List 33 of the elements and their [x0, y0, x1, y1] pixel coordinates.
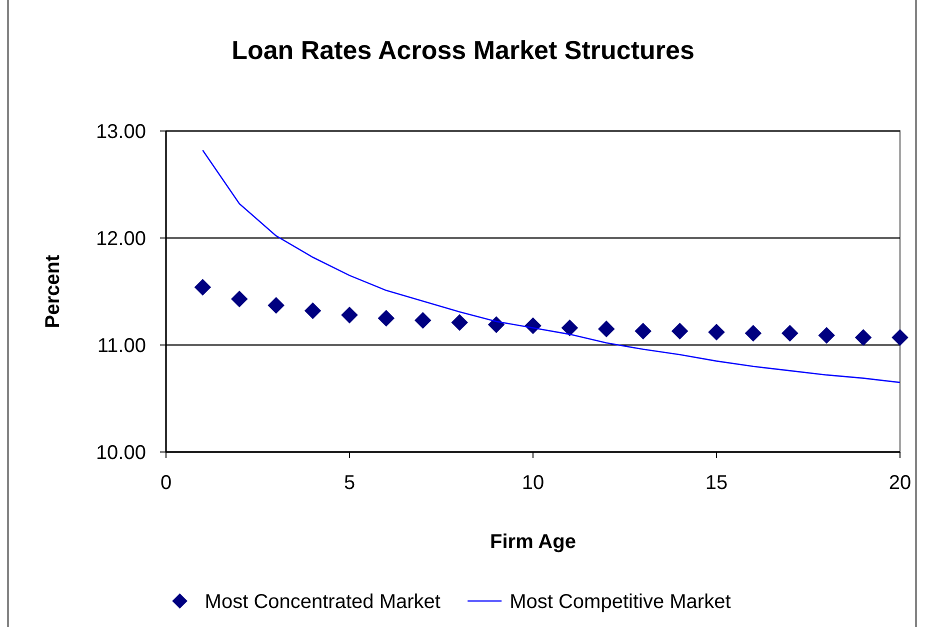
point [744, 324, 762, 342]
point [892, 329, 908, 346]
x-tick-label: 15 [705, 472, 728, 494]
point [818, 326, 835, 344]
x-axis-title: Firm Age [490, 531, 576, 553]
point [194, 278, 212, 296]
point [708, 324, 725, 341]
y-axis-title: Percent [42, 254, 64, 328]
y-tick-label: 10.00 [96, 442, 146, 464]
line-series [202, 150, 901, 384]
x-tick-label: 10 [522, 472, 544, 494]
point [378, 310, 395, 327]
legend-label: Most Concentrated Market [204, 591, 441, 613]
point [561, 319, 578, 336]
point [341, 306, 358, 324]
chart-title: Loan Rates Across Market Structures [232, 35, 694, 66]
point [671, 322, 688, 340]
x-tick-label: 5 [344, 472, 356, 494]
legend-label: Most Competitive Market [510, 591, 732, 613]
point [782, 324, 798, 342]
point [268, 297, 284, 314]
point [304, 302, 322, 320]
point [854, 329, 872, 346]
point [451, 314, 468, 331]
x-tick-label: 0 [160, 472, 172, 494]
y-tick-label: 12.00 [96, 228, 146, 250]
point [634, 322, 652, 340]
point [598, 320, 615, 338]
y-tick-label: 13.00 [96, 121, 146, 143]
point [231, 290, 248, 308]
point [414, 312, 432, 329]
x-tick-label: 20 [888, 472, 912, 494]
y-tick-label: 11.00 [97, 335, 146, 357]
